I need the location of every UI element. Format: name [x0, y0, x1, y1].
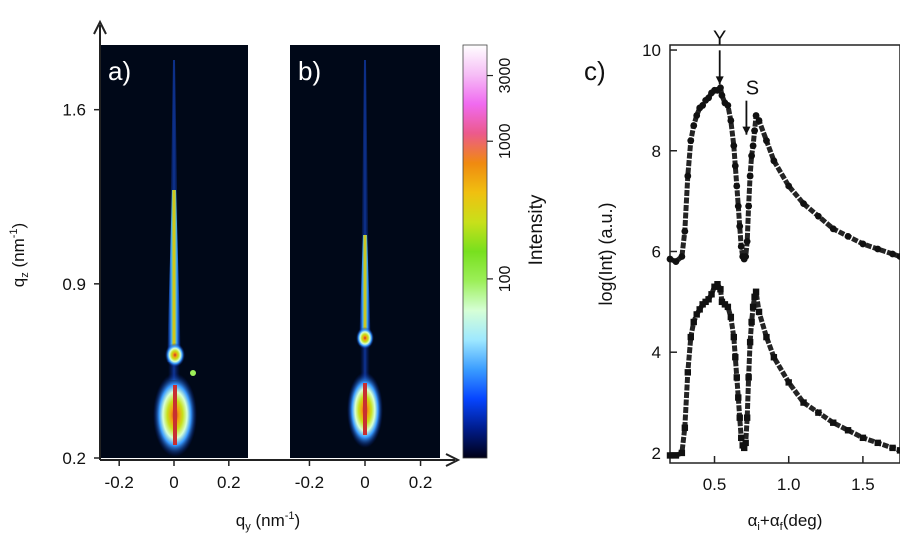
heatmap-b-intensity	[347, 60, 383, 448]
plot-c-frame	[669, 44, 900, 464]
colorbar-ticks: 100 1000 3000	[487, 58, 514, 292]
y-tick-label: 0.9	[62, 275, 86, 294]
c-y-tick-label: 4	[652, 343, 661, 362]
x-tick-label: 0.2	[217, 473, 241, 492]
colorbar-label: Intensity	[526, 194, 547, 265]
x-tick-label: -0.2	[105, 473, 134, 492]
colorbar-tick-label: 1000	[497, 123, 514, 159]
heatmap-axes	[93, 19, 461, 467]
heatmap-ylabel: qz (nm-1)	[8, 223, 31, 287]
x-tick-label: -0.2	[295, 473, 324, 492]
c-x-tick-label: 0.5	[703, 475, 727, 494]
y-tick-label: 1.6	[62, 101, 86, 120]
y-axis-arrow	[93, 19, 107, 35]
c-y-tick-label: 10	[642, 41, 661, 60]
annotation-arrowhead	[715, 76, 724, 85]
panel-a: a)	[100, 45, 248, 458]
data-point-series-2	[800, 399, 807, 406]
x-tick-label: 0.2	[409, 473, 433, 492]
plot-c-annotations: YS	[713, 27, 759, 135]
panel-label-c: c)	[584, 56, 606, 86]
c-x-tick-label: 1.0	[777, 475, 801, 494]
data-point-series-2	[735, 394, 742, 401]
plot-c-xlabel: αi+αf(deg)	[748, 511, 823, 533]
y-tick-label: 0.2	[62, 449, 86, 468]
panel-label-b: b)	[298, 56, 321, 86]
annotation-arrowhead	[742, 126, 751, 135]
heatmap-ticks: 0.2 0.9 1.6 -0.2 0 0.2 -0.2 0 0.2	[62, 101, 432, 492]
annotation-label: Y	[713, 27, 726, 49]
c-y-tick-label: 2	[652, 444, 661, 463]
data-point-series-2	[746, 338, 754, 346]
data-point-series-2	[705, 296, 712, 303]
x-tick-label: 0	[169, 473, 178, 492]
panel-b: b)	[290, 45, 440, 458]
data-point-series-2	[730, 333, 738, 341]
data-trace-series-2	[670, 281, 900, 458]
plot-c-points	[666, 84, 900, 459]
x-tick-label: 0	[360, 473, 369, 492]
colorbar-gradient	[462, 44, 488, 459]
heatmap-a-intensity	[153, 60, 197, 457]
colorbar-tick-label: 3000	[497, 58, 514, 94]
annotation-label: S	[746, 78, 759, 100]
data-point-series-2	[763, 333, 770, 341]
panel-label-a: a)	[108, 56, 131, 86]
c-y-tick-label: 8	[652, 142, 661, 161]
x-axis-arrow	[445, 453, 461, 467]
colorbar: 100 1000 3000 Intensity	[462, 44, 547, 459]
plot-c-ylabel: log(Int) (a.u.)	[596, 202, 616, 305]
c-y-tick-label: 6	[652, 242, 661, 261]
c-x-tick-label: 1.5	[851, 475, 875, 494]
colorbar-tick-label: 100	[497, 265, 514, 292]
plot-c-ticks: 2 4 6 8 10 0.5 1.0 1.5	[642, 41, 875, 494]
heatmap-xlabel: qy (nm-1)	[236, 510, 300, 533]
data-trace-series-1	[668, 85, 900, 265]
data-point-series-2	[743, 414, 751, 421]
